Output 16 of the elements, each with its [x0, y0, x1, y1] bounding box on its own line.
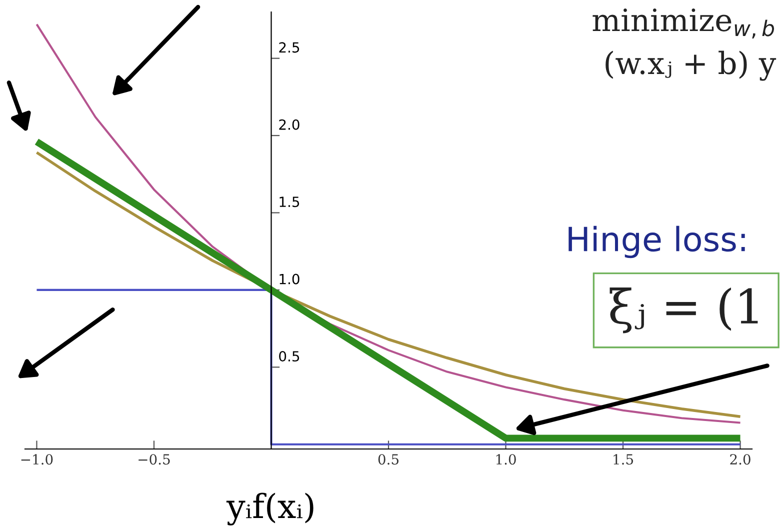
- x-tick-label: −1.0: [21, 454, 53, 465]
- y-tick-label: 1.0: [280, 274, 300, 284]
- annotation: Hinge loss:: [568, 226, 745, 258]
- x-tick-label: −0.5: [138, 454, 170, 465]
- annotation: ξⱼ = (1: [610, 287, 758, 334]
- x-axis-title: yᵢf(xᵢ): [226, 492, 314, 526]
- y-tick-label: 2.0: [279, 119, 300, 130]
- annotation: minimize$_{w,b}$: [592, 8, 774, 39]
- x-tick-label: 2.0: [730, 454, 750, 465]
- annotation: (w.xⱼ + b) y: [606, 50, 776, 81]
- y-tick-label: 2.5: [279, 42, 300, 53]
- y-tick-label: 1.5: [280, 196, 300, 208]
- y-tick-label: 0.5: [279, 351, 300, 362]
- x-tick-label: 1.5: [614, 454, 633, 465]
- x-tick-label: 0.5: [378, 454, 398, 465]
- x-tick-label: 1.0: [496, 454, 516, 465]
